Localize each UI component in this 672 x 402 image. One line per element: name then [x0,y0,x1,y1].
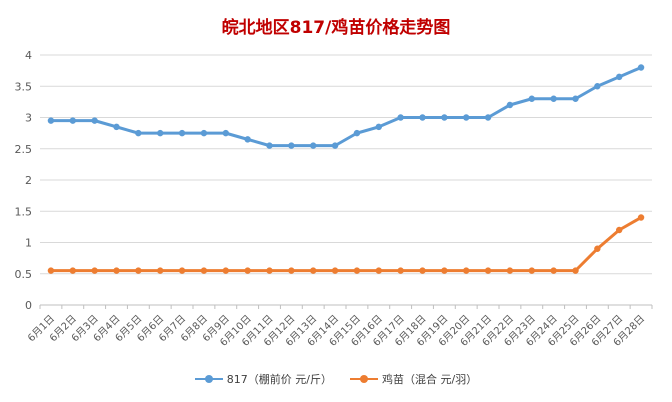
data-point-s0 [550,95,557,102]
data-point-s0 [135,129,142,137]
data-point-s1 [47,267,55,274]
y-tick-label: 0 [25,299,32,312]
data-point-s0 [528,95,535,102]
legend-item-817: 817（棚前价 元/斤） [194,371,332,387]
data-point-s1 [266,267,273,274]
data-point-s1 [550,267,557,274]
data-point-s0 [331,142,339,149]
data-point-s1 [288,267,295,274]
data-point-s1 [441,267,448,274]
y-tick-label: 3.5 [15,80,33,93]
data-point-s0 [47,117,55,124]
data-point-s1 [463,267,470,274]
data-point-s1 [397,267,404,274]
legend-swatch-817 [194,374,223,384]
data-point-s1 [135,267,142,274]
data-point-s0 [288,142,295,149]
data-point-s1 [69,267,76,274]
series-line-0 [49,66,643,148]
data-point-s1 [310,267,317,274]
data-point-s1 [91,267,98,274]
data-point-s1 [572,267,579,274]
chart-title: 皖北地区817/鸡苗价格走势图 [221,18,451,38]
data-point-s0 [616,73,623,81]
data-point-s1 [594,245,601,252]
data-point-s1 [616,226,623,234]
legend-item-chick: 鸡苗（混合 元/羽） [350,371,477,387]
data-point-s1 [637,214,645,221]
legend: 817（棚前价 元/斤） 鸡苗（混合 元/羽） [0,371,672,387]
y-tick-label: 1 [25,237,32,250]
data-point-s0 [200,129,208,137]
data-point-s1 [222,267,229,274]
legend-swatch-chick [350,374,378,384]
data-point-s1 [484,267,492,274]
y-tick-label: 0.5 [15,268,33,281]
data-point-s1 [419,267,426,274]
data-point-s0 [594,83,601,90]
data-point-s0 [353,129,361,137]
data-point-s0 [310,142,317,149]
data-point-s0 [244,136,251,143]
data-point-s1 [506,267,514,274]
data-point-s0 [113,123,120,131]
data-point-s0 [397,114,404,121]
data-point-s1 [113,267,120,274]
y-tick-label: 2.5 [15,143,33,156]
legend-label-chick: 鸡苗（混合 元/羽） [382,373,478,386]
data-point-s1 [244,267,251,274]
data-point-s0 [91,117,98,124]
data-point-s0 [506,101,514,109]
data-point-s1 [178,267,186,274]
data-point-s0 [463,114,470,121]
data-point-s0 [484,114,492,121]
data-point-s1 [375,267,382,274]
data-point-s1 [200,267,208,274]
data-point-s0 [222,129,229,137]
y-tick-label: 2 [25,174,32,187]
data-point-s1 [353,267,361,274]
data-point-s0 [441,114,448,121]
data-point-s0 [266,142,273,149]
y-tick-label: 3 [25,112,32,125]
data-point-s0 [572,95,579,102]
data-point-s1 [528,267,535,274]
data-point-s0 [157,129,164,137]
series-line-1 [49,216,643,273]
data-point-s1 [157,267,164,274]
data-point-s0 [637,64,645,71]
data-point-s1 [331,267,339,274]
data-point-s0 [69,117,76,124]
legend-label-817: 817（棚前价 元/斤） [226,373,332,386]
data-point-s0 [419,114,426,121]
y-tick-label: 4 [25,49,32,62]
data-point-s0 [375,123,382,131]
y-tick-label: 1.5 [15,205,33,218]
data-point-s0 [178,129,186,137]
